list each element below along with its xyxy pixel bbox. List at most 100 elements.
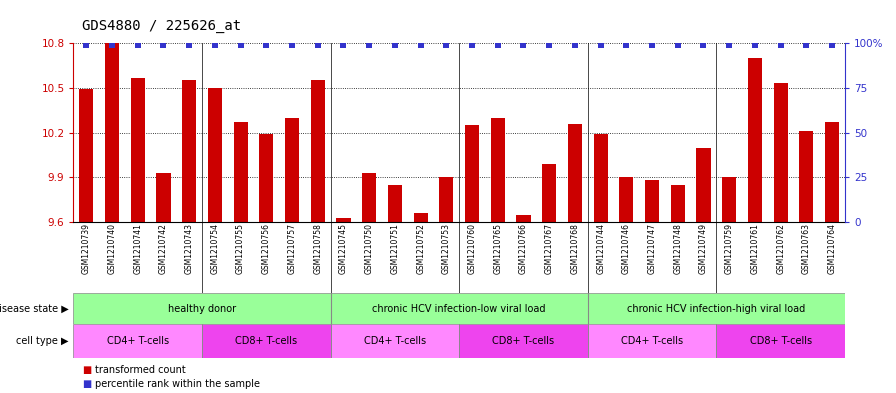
Text: GSM1210742: GSM1210742 [159, 224, 168, 274]
Bar [542, 164, 556, 222]
Bar [588, 324, 717, 358]
Point [773, 42, 788, 48]
Bar [208, 88, 222, 222]
Text: CD8+ T-cells: CD8+ T-cells [750, 336, 812, 346]
Text: CD4+ T-cells: CD4+ T-cells [621, 336, 683, 346]
Bar [516, 215, 530, 222]
Text: GSM1210757: GSM1210757 [288, 224, 297, 274]
Bar [79, 90, 93, 222]
Text: GSM1210752: GSM1210752 [416, 224, 425, 274]
Text: CD4+ T-cells: CD4+ T-cells [107, 336, 168, 346]
Bar [388, 185, 402, 222]
Point [696, 42, 711, 48]
Text: GSM1210743: GSM1210743 [185, 224, 194, 274]
Text: GSM1210768: GSM1210768 [571, 224, 580, 274]
Bar [717, 324, 845, 358]
Point [645, 42, 659, 48]
Text: GSM1210741: GSM1210741 [134, 224, 142, 274]
Text: GSM1210749: GSM1210749 [699, 224, 708, 274]
Text: GSM1210760: GSM1210760 [468, 224, 477, 274]
Bar [568, 124, 582, 222]
Point [465, 42, 479, 48]
Text: GSM1210755: GSM1210755 [237, 224, 246, 274]
Point [542, 42, 556, 48]
Bar [234, 122, 247, 222]
Bar [105, 43, 119, 222]
Text: chronic HCV infection-high viral load: chronic HCV infection-high viral load [627, 303, 806, 314]
Text: GSM1210753: GSM1210753 [442, 224, 451, 274]
Text: GSM1210761: GSM1210761 [751, 224, 760, 274]
Bar [202, 324, 331, 358]
Bar [696, 147, 711, 222]
Text: GSM1210740: GSM1210740 [108, 224, 116, 274]
Point [234, 42, 248, 48]
Point [336, 42, 350, 48]
Bar [311, 81, 325, 222]
Bar [722, 177, 737, 222]
Text: disease state ▶: disease state ▶ [0, 303, 69, 314]
Point [799, 42, 814, 48]
Bar [331, 293, 588, 324]
Point [568, 42, 582, 48]
Text: GSM1210748: GSM1210748 [673, 224, 682, 274]
Text: GSM1210767: GSM1210767 [545, 224, 554, 274]
Text: GSM1210739: GSM1210739 [82, 224, 90, 274]
Text: transformed count: transformed count [95, 365, 185, 375]
Point [748, 42, 762, 48]
Text: GSM1210758: GSM1210758 [314, 224, 323, 274]
Text: GSM1210765: GSM1210765 [494, 224, 503, 274]
Bar [439, 177, 453, 222]
Text: GSM1210745: GSM1210745 [339, 224, 348, 274]
Text: GSM1210750: GSM1210750 [365, 224, 374, 274]
Bar [619, 177, 633, 222]
Text: healthy donor: healthy donor [168, 303, 237, 314]
Bar [799, 131, 814, 222]
Text: GSM1210762: GSM1210762 [776, 224, 785, 274]
Bar [259, 134, 273, 222]
Bar [73, 293, 331, 324]
Point [388, 42, 402, 48]
Text: ■: ■ [82, 379, 91, 389]
Bar [588, 293, 845, 324]
Text: GSM1210744: GSM1210744 [596, 224, 605, 274]
Text: GSM1210766: GSM1210766 [519, 224, 528, 274]
Bar [182, 81, 196, 222]
Point [670, 42, 685, 48]
Text: chronic HCV infection-low viral load: chronic HCV infection-low viral load [373, 303, 546, 314]
Point [311, 42, 325, 48]
Text: CD8+ T-cells: CD8+ T-cells [493, 336, 555, 346]
Text: GSM1210764: GSM1210764 [828, 224, 837, 274]
Text: CD4+ T-cells: CD4+ T-cells [364, 336, 426, 346]
Bar [414, 213, 427, 222]
Bar [157, 173, 170, 222]
Text: GDS4880 / 225626_at: GDS4880 / 225626_at [82, 19, 242, 33]
Text: GSM1210756: GSM1210756 [262, 224, 271, 274]
Bar [460, 324, 588, 358]
Text: CD8+ T-cells: CD8+ T-cells [236, 336, 297, 346]
Bar [285, 118, 299, 222]
Point [413, 42, 427, 48]
Bar [331, 324, 460, 358]
Point [722, 42, 737, 48]
Point [491, 42, 505, 48]
Bar [491, 118, 504, 222]
Point [79, 42, 93, 48]
Bar [748, 58, 762, 222]
Text: GSM1210759: GSM1210759 [725, 224, 734, 274]
Text: GSM1210763: GSM1210763 [802, 224, 811, 274]
Bar [362, 173, 376, 222]
Text: cell type ▶: cell type ▶ [16, 336, 69, 346]
Point [439, 42, 453, 48]
Bar [671, 185, 685, 222]
Point [285, 42, 299, 48]
Point [156, 42, 170, 48]
Text: GSM1210754: GSM1210754 [211, 224, 220, 274]
Bar [593, 134, 607, 222]
Point [825, 42, 840, 48]
Point [259, 42, 273, 48]
Bar [773, 83, 788, 222]
Point [105, 42, 119, 48]
Point [593, 42, 607, 48]
Bar [73, 324, 202, 358]
Bar [825, 122, 840, 222]
